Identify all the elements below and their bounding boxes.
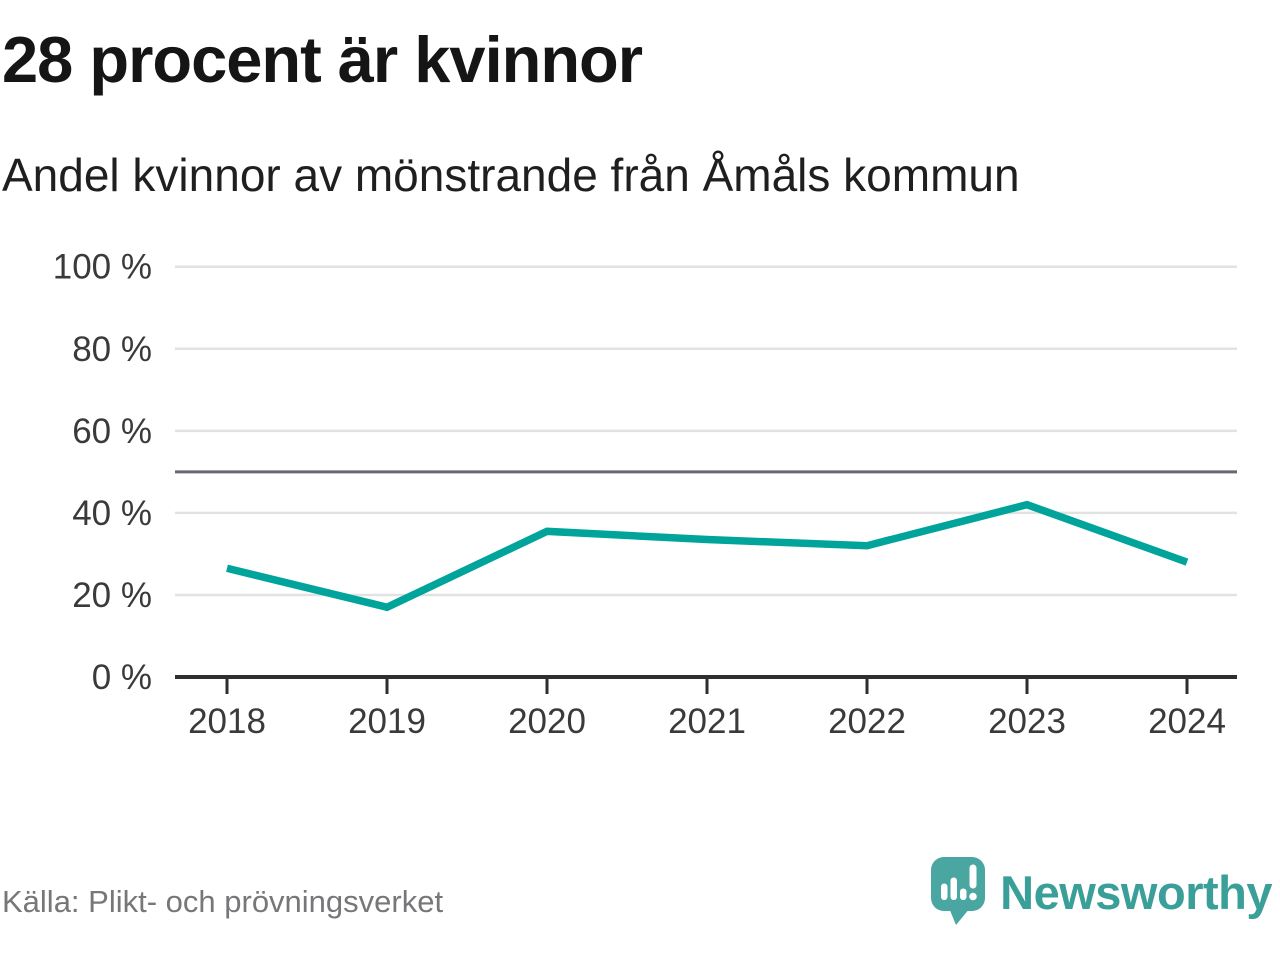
x-axis-label-2021: 2021	[668, 702, 746, 741]
x-axis-label-2019: 2019	[348, 702, 426, 741]
y-axis-label-100: 100 %	[53, 248, 152, 287]
x-axis-label-2024: 2024	[1148, 702, 1226, 741]
line-chart-canvas: 2018 2019 2020 2021 2022 2023 2024 0 % 20 % 40 % 6…	[53, 248, 1237, 741]
y-axis-label-40: 40 %	[72, 494, 152, 533]
line-chart: 2018 2019 2020 2021 2022 2023 2024 0 % 20 % 40 % 6…	[0, 230, 1280, 770]
x-axis-label-2020: 2020	[508, 702, 586, 741]
x-axis-label-2018: 2018	[188, 702, 266, 741]
source-label: Källa: Plikt- och prövningsverket	[2, 884, 444, 919]
y-axis-label-20: 20 %	[72, 576, 152, 615]
brand-name: Newsworthy	[1000, 865, 1272, 919]
data-line-andel-kvinnor-av-m-nstrande	[226, 500, 1189, 612]
x-axis-line	[175, 675, 1237, 679]
y-axis-label-0: 0 %	[92, 658, 152, 697]
x-axis-label-2022: 2022	[828, 702, 906, 741]
x-axis-tick-2021	[705, 679, 709, 694]
x-axis-label-2023: 2023	[988, 702, 1066, 741]
newsworthy-logo: Newsworthy	[930, 856, 1272, 928]
chart-subtitle: Andel kvinnor av mönstrande från Åmåls k…	[2, 149, 1020, 201]
page-title: 28 procent är kvinnor	[2, 23, 643, 96]
y-axis-label-60: 60 %	[72, 412, 152, 451]
y-axis-label-80: 80 %	[72, 330, 152, 369]
x-axis-tick-2023	[1025, 679, 1029, 694]
newsworthy-speech-bubble-chart-icon	[931, 857, 986, 925]
x-axis-tick-2024	[1185, 679, 1189, 694]
x-axis-tick-2018	[225, 679, 229, 694]
x-axis-tick-2019	[385, 679, 389, 694]
x-axis-tick-2020	[545, 679, 549, 694]
x-axis-tick-2022	[865, 679, 869, 694]
